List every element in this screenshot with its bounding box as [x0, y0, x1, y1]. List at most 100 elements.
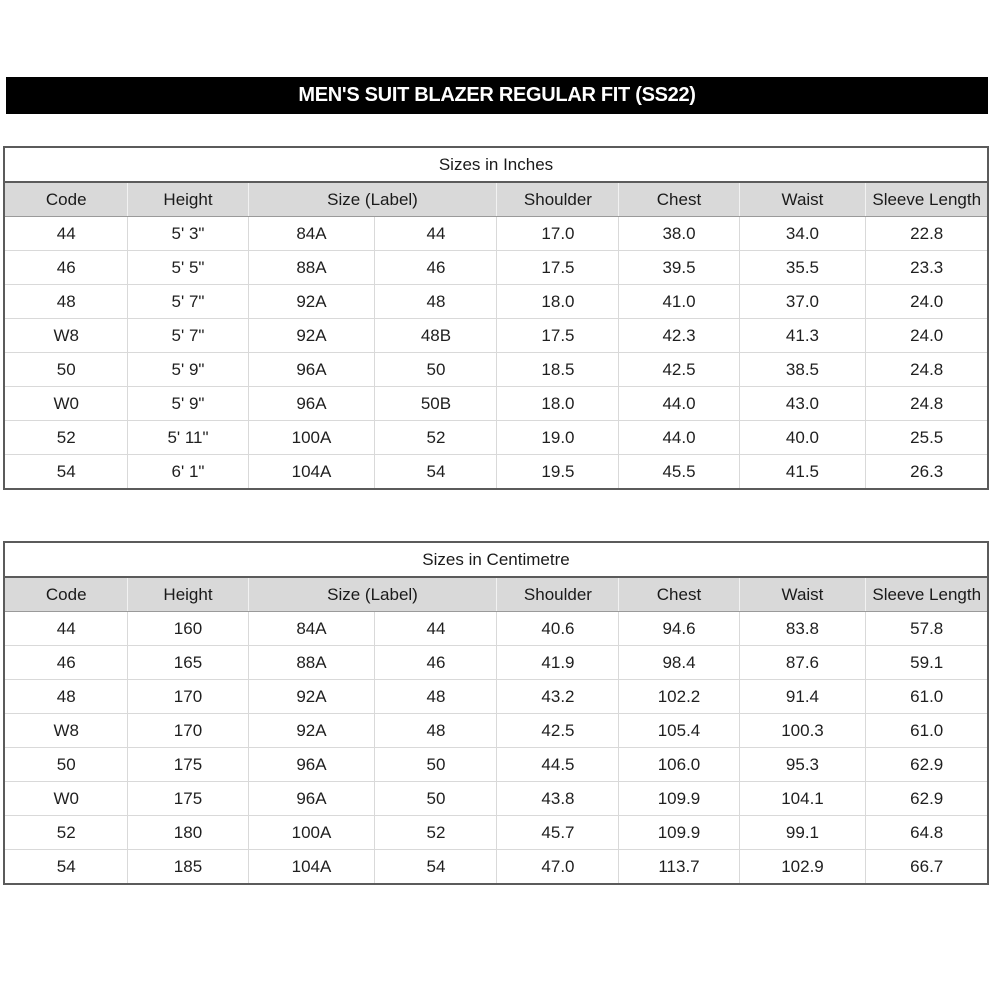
table-cell: 175	[127, 781, 249, 816]
table-cell: 46	[374, 645, 497, 680]
table-cell: 185	[127, 849, 249, 884]
table-cell: 6' 1"	[127, 454, 249, 489]
table-cell: 45.7	[496, 815, 619, 850]
table-cell: 17.5	[496, 318, 619, 353]
table-cell: 35.5	[738, 250, 866, 285]
table-header-row: Code Height Size (Label) Shoulder Chest …	[4, 182, 988, 217]
table-cell: 19.5	[496, 454, 619, 489]
table-cell: 96A	[247, 781, 375, 816]
table-body-inches: 44 5' 3" 84A 44 17.0 38.0 34.0 22.8 46 5' 5" 88A 46…	[4, 216, 988, 489]
table-cell: 48	[374, 713, 497, 748]
table-cell: 5' 5"	[127, 250, 249, 285]
table-cell: 62.9	[865, 747, 988, 782]
table-row: 52 5' 11" 100A 52 19.0 44.0 40.0 25.5	[4, 420, 988, 455]
table-cell: 83.8	[738, 611, 866, 646]
table-cell: 104A	[247, 454, 375, 489]
table-cell: 42.5	[618, 352, 740, 387]
table-cell: 41.5	[738, 454, 866, 489]
table-row: 54 185 104A 54 47.0 113.7 102.9 66.7	[4, 849, 988, 884]
table-row: 44 5' 3" 84A 44 17.0 38.0 34.0 22.8	[4, 216, 988, 251]
table-cell: W0	[4, 386, 128, 421]
table-cell: 44.0	[618, 420, 740, 455]
table-row: 46 165 88A 46 41.9 98.4 87.6 59.1	[4, 645, 988, 680]
table-cell: 44.5	[496, 747, 619, 782]
table-cell: 46	[4, 250, 128, 285]
table-cell: 99.1	[738, 815, 866, 850]
col-header-waist: Waist	[738, 577, 866, 612]
table-cell: 62.9	[865, 781, 988, 816]
table-cell: 57.8	[865, 611, 988, 646]
table-cell: 48B	[374, 318, 497, 353]
table-cell: 19.0	[496, 420, 619, 455]
table-cell: 113.7	[618, 849, 740, 884]
table-cell: 105.4	[618, 713, 740, 748]
table-cell: 52	[4, 815, 128, 850]
table-cell: 38.0	[618, 216, 740, 251]
table-cell: 52	[374, 420, 497, 455]
table-cell: 175	[127, 747, 249, 782]
table-cell: 96A	[247, 352, 375, 387]
table-cell: 43.0	[738, 386, 866, 421]
table-cell: 50	[4, 747, 128, 782]
table-cell: 43.8	[496, 781, 619, 816]
col-header-chest: Chest	[618, 577, 740, 612]
col-header-height: Height	[127, 182, 249, 217]
table-cell: 61.0	[865, 713, 988, 748]
table-cell: 92A	[247, 284, 375, 319]
table-cell: 41.9	[496, 645, 619, 680]
table-row: W0 5' 9" 96A 50B 18.0 44.0 43.0 24.8	[4, 386, 988, 421]
table-row: W8 170 92A 48 42.5 105.4 100.3 61.0	[4, 713, 988, 748]
table-cell: 45.5	[618, 454, 740, 489]
table-cell: 24.8	[865, 352, 988, 387]
table-cell: 100.3	[738, 713, 866, 748]
table-cell: 50B	[374, 386, 497, 421]
table-caption: Sizes in Centimetre	[4, 542, 988, 578]
table-cell: 17.5	[496, 250, 619, 285]
table-cell: 52	[4, 420, 128, 455]
table-row: 50 175 96A 50 44.5 106.0 95.3 62.9	[4, 747, 988, 782]
table-cell: 18.0	[496, 386, 619, 421]
table-cell: 54	[4, 454, 128, 489]
table-cell: 37.0	[738, 284, 866, 319]
table-cell: 24.8	[865, 386, 988, 421]
table-cell: 52	[374, 815, 497, 850]
table-cell: 5' 7"	[127, 318, 249, 353]
table-row: 44 160 84A 44 40.6 94.6 83.8 57.8	[4, 611, 988, 646]
table-cell: 109.9	[618, 815, 740, 850]
table-cell: 41.0	[618, 284, 740, 319]
table-row: 54 6' 1" 104A 54 19.5 45.5 41.5 26.3	[4, 454, 988, 489]
table-cell: 64.8	[865, 815, 988, 850]
table-cell: 180	[127, 815, 249, 850]
table-cell: 88A	[247, 645, 375, 680]
col-header-sleeve-length: Sleeve Length	[865, 182, 988, 217]
table-cell: 24.0	[865, 318, 988, 353]
table-cell: 61.0	[865, 679, 988, 714]
col-header-size-label: Size (Label)	[247, 577, 497, 612]
table-cell: 84A	[247, 611, 375, 646]
table-cell: 46	[374, 250, 497, 285]
table-cell: 54	[4, 849, 128, 884]
table-cell: 48	[4, 679, 128, 714]
table-cell: 92A	[247, 713, 375, 748]
table-cell: 42.3	[618, 318, 740, 353]
table-cell: 170	[127, 713, 249, 748]
table-cell: 54	[374, 454, 497, 489]
table-cell: 47.0	[496, 849, 619, 884]
table-cell: 22.8	[865, 216, 988, 251]
table-cell: 5' 9"	[127, 352, 249, 387]
table-cell: W8	[4, 318, 128, 353]
table-cell: 95.3	[738, 747, 866, 782]
table-cell: W0	[4, 781, 128, 816]
table-cell: 23.3	[865, 250, 988, 285]
table-cell: 5' 11"	[127, 420, 249, 455]
table-cell: 50	[374, 781, 497, 816]
table-cell: 18.5	[496, 352, 619, 387]
table-cell: 170	[127, 679, 249, 714]
table-cell: 5' 7"	[127, 284, 249, 319]
col-header-waist: Waist	[738, 182, 866, 217]
table-cell: 84A	[247, 216, 375, 251]
table-cell: 98.4	[618, 645, 740, 680]
table-cell: 44	[56, 223, 76, 243]
table-cell: 102.9	[738, 849, 866, 884]
sizes-in-inches-table: Sizes in Inches Code Height Size (Label)…	[3, 146, 989, 490]
